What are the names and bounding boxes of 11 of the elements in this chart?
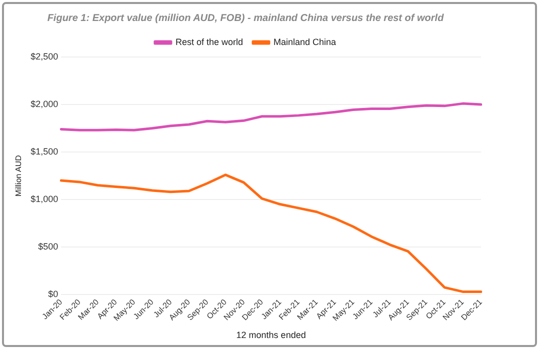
x-axis-title: 12 months ended: [236, 330, 306, 340]
y-tick-label: $1,000: [30, 194, 58, 204]
legend-label: Mainland China: [273, 36, 336, 47]
y-tick-label: $2,500: [30, 51, 58, 62]
chart-title: Figure 1: Export value (million AUD, FOB) - mainland China versus the rest of world: [47, 12, 445, 24]
y-tick-label: $500: [38, 242, 58, 252]
y-axis-title: Million AUD: [14, 154, 24, 196]
legend-label: Rest of the world: [175, 36, 243, 47]
y-tick-label: $2,000: [30, 98, 58, 109]
y-tick-label: $0: [48, 289, 58, 300]
y-tick-label: $1,500: [30, 146, 58, 157]
